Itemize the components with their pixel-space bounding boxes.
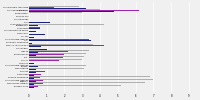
Bar	[29, 39, 89, 40]
Bar	[29, 22, 50, 23]
Bar	[29, 82, 145, 83]
Bar	[29, 84, 34, 85]
Bar	[29, 69, 36, 70]
Bar	[29, 54, 64, 55]
Bar	[29, 68, 61, 69]
Bar	[29, 51, 68, 52]
Bar	[29, 9, 100, 10]
Bar	[29, 78, 34, 79]
Bar	[29, 44, 93, 45]
Bar	[29, 28, 40, 29]
Bar	[29, 75, 34, 76]
Bar	[29, 81, 36, 82]
Bar	[29, 32, 121, 33]
Bar	[29, 6, 79, 7]
Bar	[29, 71, 180, 72]
Bar	[29, 43, 32, 44]
Bar	[29, 86, 38, 87]
Bar	[29, 60, 59, 61]
Bar	[29, 37, 34, 38]
Bar	[29, 40, 91, 41]
Bar	[29, 50, 89, 51]
Bar	[29, 31, 36, 32]
Bar	[29, 55, 36, 56]
Bar	[29, 57, 63, 58]
Bar	[29, 72, 36, 73]
Bar	[29, 7, 54, 8]
Bar	[29, 12, 82, 13]
Bar	[29, 11, 114, 12]
Bar	[29, 53, 86, 54]
Bar	[29, 27, 97, 28]
Bar	[29, 87, 34, 88]
Bar	[29, 80, 43, 81]
Bar	[29, 65, 86, 66]
Bar	[29, 46, 41, 47]
Bar	[29, 34, 45, 35]
Bar	[29, 52, 38, 53]
Bar	[29, 77, 40, 78]
Bar	[29, 8, 86, 9]
Bar	[29, 24, 104, 25]
Bar	[29, 56, 84, 57]
Bar	[29, 76, 150, 77]
Bar	[29, 49, 47, 50]
Bar	[29, 45, 104, 46]
Bar	[29, 83, 43, 84]
Bar	[29, 63, 56, 64]
Bar	[29, 66, 38, 67]
Bar	[29, 85, 121, 86]
Bar	[29, 10, 139, 11]
Bar	[29, 74, 41, 75]
Bar	[29, 59, 82, 60]
Bar	[29, 25, 38, 26]
Bar	[29, 79, 153, 80]
